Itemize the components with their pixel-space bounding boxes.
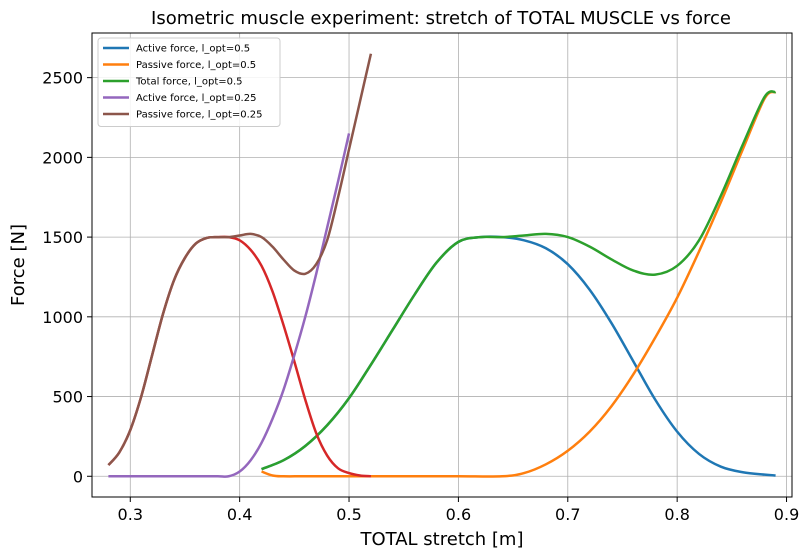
x-tick-label: 0.9 (774, 505, 799, 524)
y-tick-label: 2500 (42, 69, 83, 88)
series-lines (107, 53, 777, 478)
series-line-5 (108, 133, 351, 478)
x-axis-label: TOTAL stretch [m] (359, 529, 523, 550)
legend-label: Active force, l_opt=0.5 (136, 44, 250, 55)
chart-title: Isometric muscle experiment: stretch of … (151, 8, 731, 29)
y-tick-label: 1000 (42, 308, 83, 327)
series-line-3 (261, 90, 777, 471)
y-tick-label: 2000 (42, 148, 83, 167)
legend-label: Passive force, l_opt=0.5 (136, 60, 256, 71)
x-tick-label: 0.5 (336, 505, 361, 524)
x-ticks: 0.3 0.4 0.5 0.6 0.7 0.8 0.9 (118, 497, 799, 524)
y-axis-label: Force [N] (8, 224, 29, 306)
y-tick-label: 500 (52, 388, 83, 407)
y-tick-label: 1500 (42, 228, 83, 247)
x-tick-label: 0.4 (227, 505, 252, 524)
legend-label: Passive force, l_opt=0.25 (136, 110, 263, 121)
x-tick-label: 0.3 (118, 505, 143, 524)
series-line-6 (107, 53, 373, 466)
series-line-2 (261, 90, 777, 478)
x-tick-label: 0.8 (664, 505, 689, 524)
x-tick-label: 0.7 (555, 505, 580, 524)
legend: Active force, l_opt=0.5 Passive force, l_… (97, 37, 281, 127)
legend-label: Active force, l_opt=0.25 (136, 93, 256, 104)
y-tick-label: 0 (73, 467, 83, 486)
legend-label: Total force, l_opt=0.5 (135, 77, 243, 88)
legend-box (97, 37, 281, 127)
y-ticks: 0 500 1000 1500 2000 2500 (42, 69, 92, 486)
x-tick-label: 0.6 (446, 505, 471, 524)
plot-area-frame (91, 32, 793, 498)
